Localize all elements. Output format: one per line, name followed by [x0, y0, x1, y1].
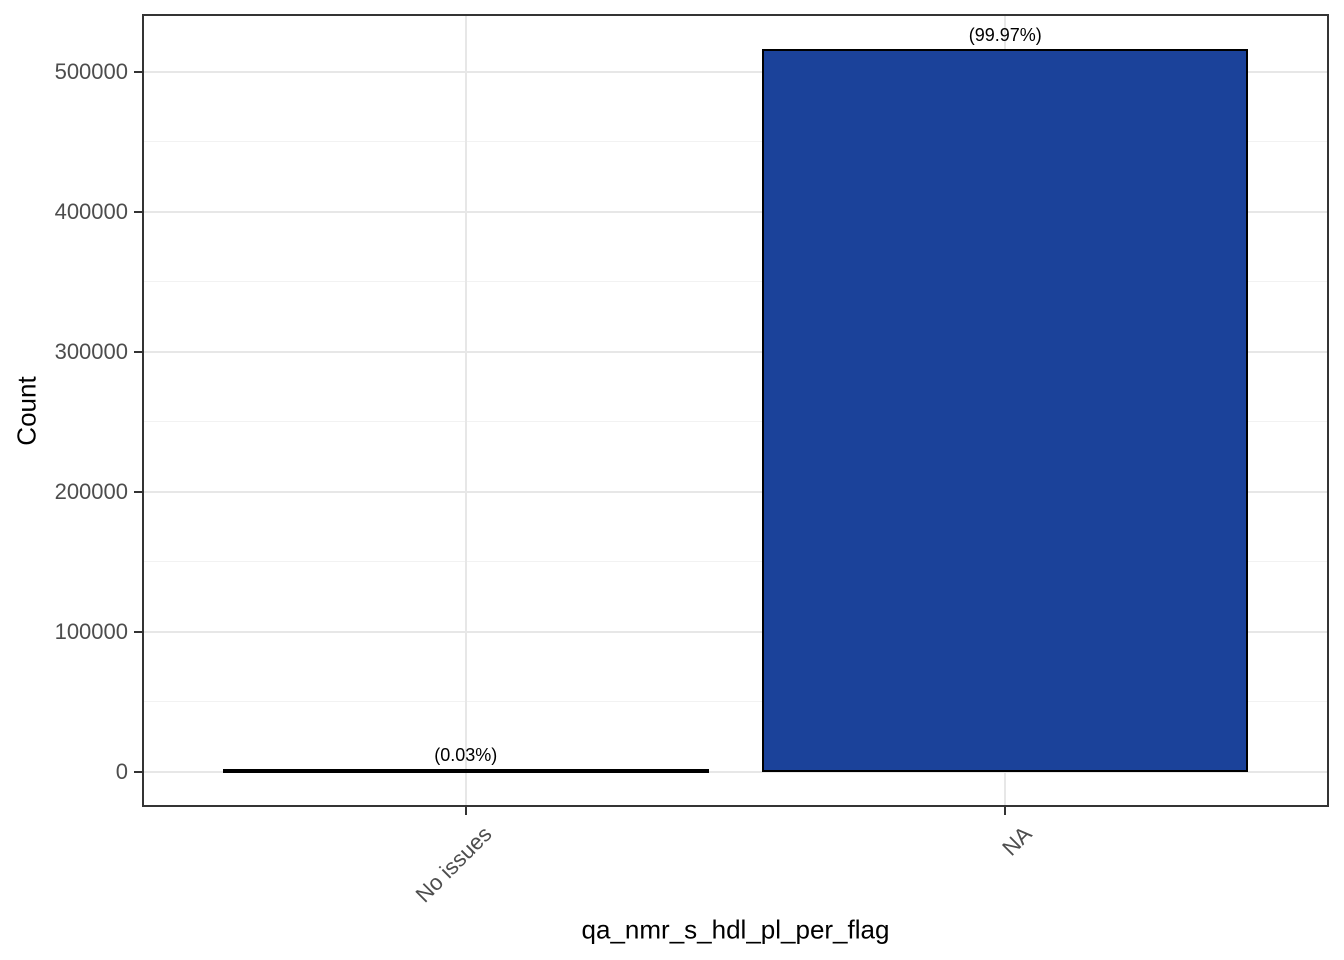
x-axis-title: qa_nmr_s_hdl_pl_per_flag	[581, 914, 890, 945]
minor-gridline	[142, 281, 1329, 283]
y-tick-label: 0	[115, 758, 128, 784]
bar-no-issues	[222, 768, 709, 773]
major-gridline	[142, 630, 1329, 633]
major-gridline	[142, 210, 1329, 213]
y-tick-mark	[134, 70, 142, 73]
y-tick-mark	[134, 770, 142, 773]
major-gridline	[142, 490, 1329, 493]
y-tick-label: 300000	[54, 338, 128, 364]
y-tick-label: 400000	[54, 198, 128, 224]
x-tick-mark	[464, 807, 467, 815]
minor-gridline	[142, 421, 1329, 423]
major-gridline	[142, 350, 1329, 353]
x-category-label: NA	[996, 821, 1037, 861]
major-gridline	[142, 770, 1329, 773]
y-tick-mark	[134, 210, 142, 213]
y-tick-mark	[134, 490, 142, 493]
minor-gridline	[142, 561, 1329, 563]
major-gridline	[142, 70, 1329, 73]
y-tick-mark	[134, 350, 142, 353]
minor-gridline	[142, 701, 1329, 703]
y-tick-label: 200000	[54, 478, 128, 504]
y-tick-mark	[134, 630, 142, 633]
minor-gridline	[142, 141, 1329, 143]
y-axis-title: Count	[11, 376, 42, 446]
category-gridline	[464, 14, 467, 807]
y-tick-label: 100000	[54, 618, 128, 644]
y-tick-label: 500000	[54, 58, 128, 84]
x-category-label: No issues	[410, 821, 497, 908]
bar-na	[762, 49, 1249, 772]
bar-percentage-label: (99.97%)	[968, 25, 1042, 45]
bar-percentage-label: (0.03%)	[434, 744, 498, 765]
x-tick-mark	[1004, 807, 1007, 815]
plot-panel	[142, 14, 1329, 807]
